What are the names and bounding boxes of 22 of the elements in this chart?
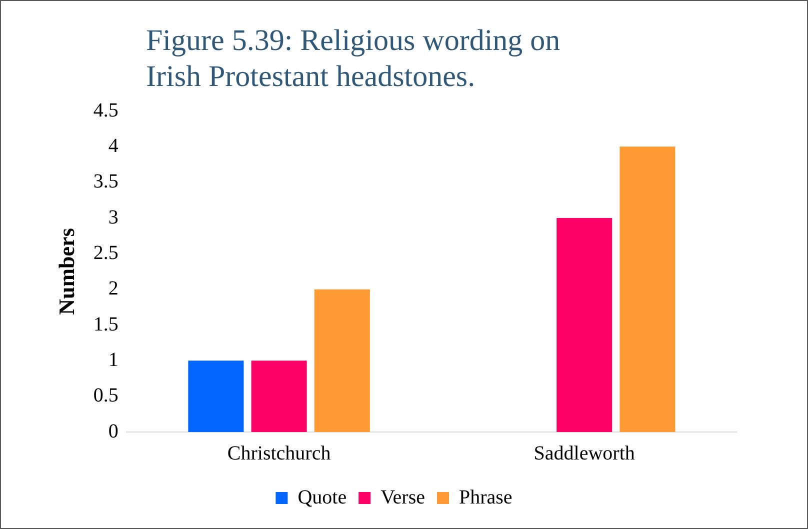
bar bbox=[620, 146, 676, 432]
y-axis-title: Numbers bbox=[54, 228, 79, 315]
legend-label: Phrase bbox=[458, 486, 512, 508]
y-tick-label: 0.5 bbox=[93, 384, 118, 407]
y-tick-label: 4.5 bbox=[93, 99, 118, 122]
y-tick-label: 2 bbox=[108, 278, 118, 300]
legend-label: Verse bbox=[380, 486, 426, 508]
bar bbox=[188, 360, 244, 432]
y-tick-label: 1 bbox=[108, 348, 118, 371]
y-tick-label: 3.5 bbox=[93, 170, 118, 193]
x-tick-label: Saddleworth bbox=[534, 442, 635, 464]
y-tick-label: 4 bbox=[108, 134, 118, 157]
chart-title: Figure 5.39: Religious wording on Irish Protestant headstones. bbox=[146, 23, 562, 95]
bar bbox=[251, 360, 307, 432]
y-tick-label: 0 bbox=[108, 420, 118, 442]
y-tick-label: 2.5 bbox=[93, 242, 118, 264]
bar bbox=[556, 218, 612, 432]
bar bbox=[314, 289, 370, 432]
x-tick-label: Christchurch bbox=[227, 442, 331, 464]
y-tick-label: 1.5 bbox=[93, 313, 118, 336]
legend-label: Quote bbox=[298, 486, 347, 508]
y-tick-label: 3 bbox=[108, 206, 118, 228]
